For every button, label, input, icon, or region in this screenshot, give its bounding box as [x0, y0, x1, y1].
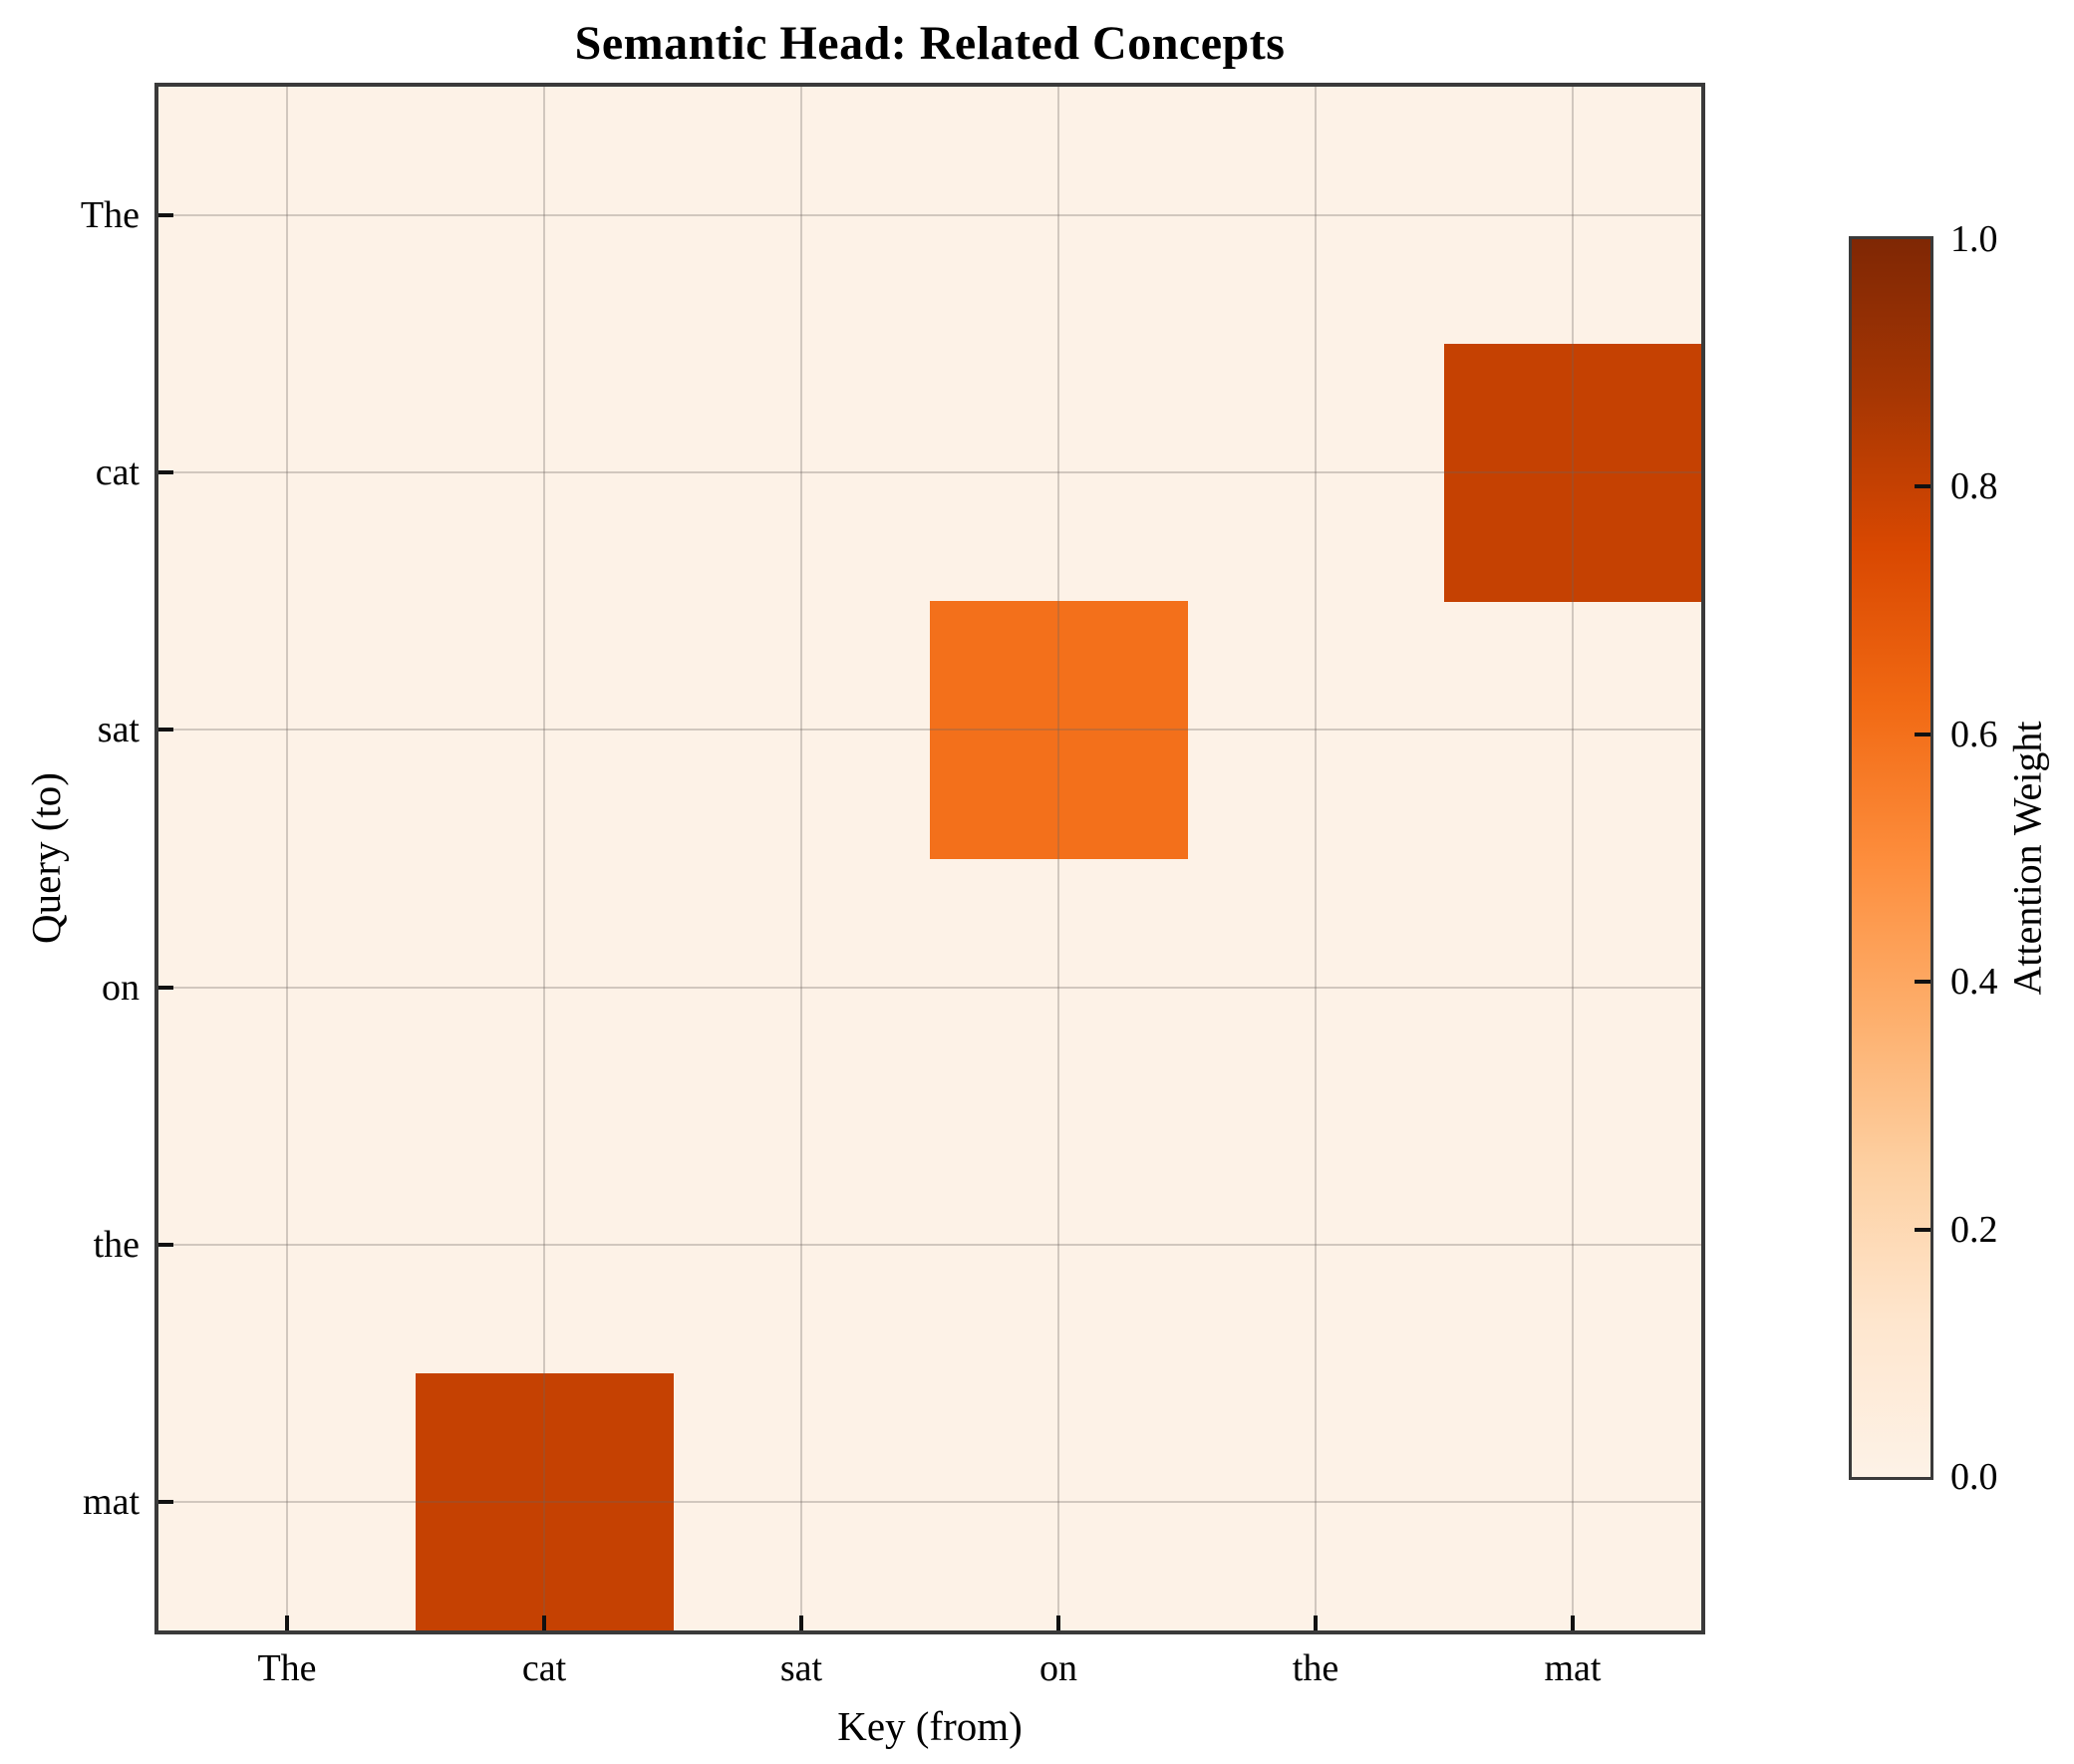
heatmap-plot [154, 83, 1705, 1634]
heatmap-cell [416, 1372, 674, 1630]
x-axis-label: Key (from) [837, 1703, 1023, 1749]
colorbar-tick-label: 0.4 [1950, 961, 1998, 1004]
x-tick-label: sat [779, 1647, 823, 1689]
x-tick-label: the [1292, 1647, 1339, 1689]
gridline [158, 214, 1701, 217]
colorbar-label-text: Attention Weight [2004, 721, 2050, 996]
gridline [158, 1243, 1701, 1246]
y-tick-mark [158, 1499, 173, 1504]
colorbar-tick-label: 1.0 [1950, 218, 1998, 260]
y-tick-mark [158, 985, 173, 990]
x-tick-mark [1314, 1616, 1318, 1630]
x-tick-label: cat [521, 1647, 567, 1689]
x-tick-mark [542, 1616, 546, 1630]
x-tick-mark [285, 1616, 289, 1630]
chart-title: Semantic Head: Related Concepts [574, 17, 1286, 70]
gridline [800, 87, 802, 1630]
x-tick-mark [799, 1616, 803, 1630]
gridline [158, 471, 1701, 474]
gridline [543, 87, 545, 1630]
x-tick-mark [1056, 1616, 1060, 1630]
x-tick-label: The [257, 1647, 317, 1689]
y-axis-label-text: Query (to) [23, 772, 69, 944]
x-tick-mark [1571, 1616, 1575, 1630]
gridline [158, 986, 1701, 989]
y-tick-label: on [102, 966, 140, 1009]
colorbar-tick-mark [1915, 732, 1930, 736]
y-tick-label: cat [95, 451, 140, 494]
y-tick-label: the [93, 1223, 140, 1266]
y-tick-mark [158, 1242, 173, 1247]
gridline [1572, 87, 1574, 1630]
gridline [158, 729, 1701, 732]
heatmap-cell [930, 601, 1188, 859]
gridline [286, 87, 288, 1630]
gridline [158, 1500, 1701, 1503]
y-tick-label: mat [83, 1480, 140, 1523]
heatmap-cell [1444, 344, 1701, 602]
gridline [1315, 87, 1317, 1630]
y-tick-mark [158, 213, 173, 218]
colorbar-tick-label: 0.0 [1950, 1456, 1998, 1498]
x-tick-label: mat [1544, 1647, 1602, 1689]
y-tick-label: sat [97, 709, 140, 751]
y-tick-mark [158, 728, 173, 733]
colorbar-tick-label: 0.6 [1950, 713, 1998, 755]
colorbar [1849, 236, 1933, 1480]
heatmap-cells-layer [158, 87, 1701, 1630]
colorbar-tick-mark [1915, 1227, 1930, 1232]
gridline [1057, 87, 1059, 1630]
x-tick-label: on [1039, 1647, 1077, 1689]
colorbar-tick-label: 0.2 [1950, 1208, 1998, 1251]
colorbar-tick-mark [1915, 980, 1930, 985]
y-tick-mark [158, 470, 173, 475]
colorbar-tick-mark [1915, 484, 1930, 489]
y-tick-label: The [80, 194, 140, 237]
colorbar-tick-label: 0.8 [1950, 465, 1998, 508]
